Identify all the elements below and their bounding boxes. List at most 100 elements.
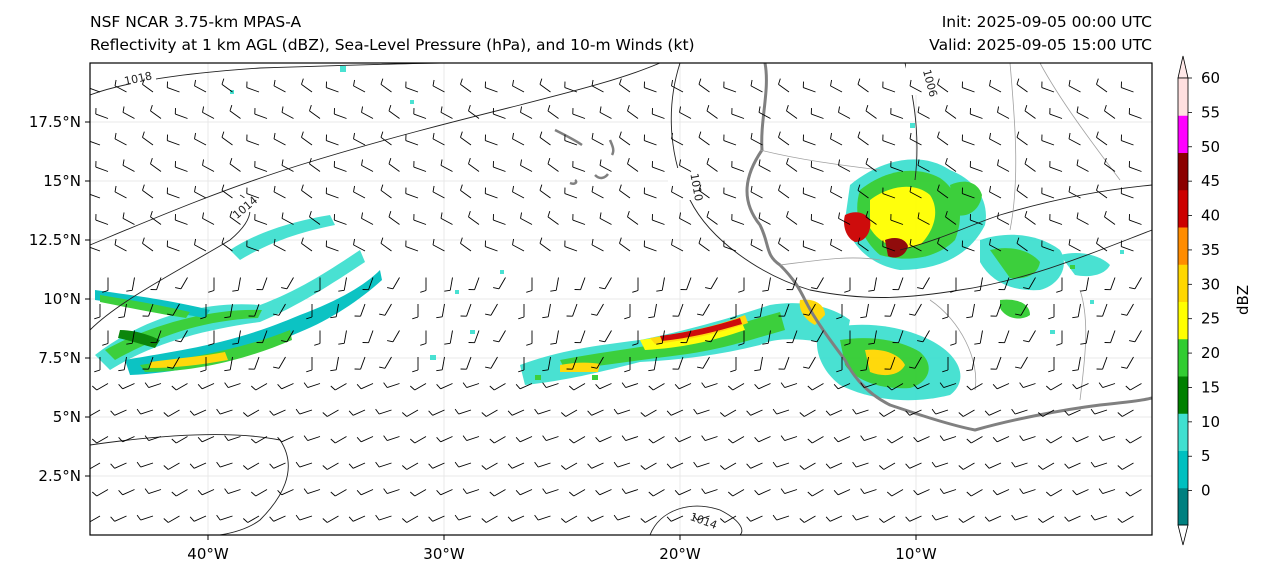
wind-barb <box>269 462 286 469</box>
wind-barb <box>380 237 392 252</box>
wind-barb <box>917 277 930 290</box>
wind-barb <box>992 383 1010 390</box>
wind-barb <box>671 132 684 146</box>
wind-barb <box>1090 408 1108 415</box>
wind-barb <box>1072 303 1081 319</box>
wind-barb <box>810 108 824 119</box>
wind-barb <box>679 159 692 172</box>
wind-barb <box>224 303 233 319</box>
wind-barb <box>142 303 154 317</box>
wind-barb <box>1068 238 1081 252</box>
wind-barb <box>166 240 180 252</box>
wind-barb <box>890 108 904 119</box>
colorbar-tick-label: 10 <box>1201 413 1220 431</box>
wind-barb <box>905 462 922 469</box>
wind-barb <box>175 330 188 343</box>
wind-barb <box>1080 277 1089 292</box>
wind-barb <box>931 461 949 468</box>
wind-barb <box>705 330 718 343</box>
colorbar-over-extension <box>1177 55 1189 79</box>
wind-barb <box>643 81 657 93</box>
wind-barb <box>1064 409 1081 416</box>
wind-barb <box>890 214 904 225</box>
wind-barb <box>144 488 162 494</box>
wind-barb <box>786 105 798 119</box>
wind-barb <box>221 237 233 252</box>
wind-barb <box>518 357 525 373</box>
wind-barb <box>1016 237 1028 252</box>
wind-barb <box>1037 409 1055 417</box>
wind-barb <box>114 79 127 93</box>
wind-barb <box>1120 240 1134 252</box>
wind-barb <box>772 514 790 521</box>
wind-barb <box>778 356 790 370</box>
wind-barb <box>992 436 1010 443</box>
wind-barb <box>984 462 1002 469</box>
wind-barb <box>833 383 851 390</box>
wind-barb <box>587 462 604 469</box>
wind-barb <box>163 515 180 523</box>
wind-barb <box>208 330 215 346</box>
wind-barb <box>122 106 135 119</box>
wind-barb <box>90 140 101 146</box>
wind-barb <box>974 277 983 292</box>
wind-barb <box>512 185 525 199</box>
wind-barb <box>150 158 162 172</box>
wind-barb <box>838 106 851 119</box>
wind-barb <box>542 488 559 494</box>
wind-barb <box>830 185 843 199</box>
wind-barb <box>730 357 737 373</box>
wind-barb <box>913 436 930 443</box>
wind-barb <box>937 237 949 252</box>
wind-barb <box>674 436 692 443</box>
wind-barb <box>754 356 763 372</box>
wind-barb <box>301 237 313 252</box>
wind-barb <box>762 277 771 292</box>
wind-barb <box>95 161 109 172</box>
wind-barb <box>333 161 347 172</box>
wind-barb <box>166 134 180 146</box>
wind-barb <box>750 238 763 252</box>
wind-barb <box>750 185 763 199</box>
wind-barb <box>648 303 657 319</box>
wind-barb <box>550 330 559 345</box>
wind-barb <box>998 277 1010 291</box>
wind-barb <box>1117 515 1134 523</box>
colorbar-tick-label: 55 <box>1201 103 1220 121</box>
wind-barb <box>1104 277 1116 291</box>
wind-barb <box>413 214 427 225</box>
wind-barb <box>493 277 506 290</box>
wind-barb <box>939 435 957 441</box>
wind-barb <box>643 240 657 252</box>
wind-barb <box>460 237 472 252</box>
wind-barb <box>1096 184 1108 199</box>
colorbar-tick-label: 5 <box>1201 447 1211 465</box>
wind-barb <box>830 132 843 146</box>
wind-barb <box>163 462 180 470</box>
wind-barb <box>595 489 612 496</box>
wind-barb <box>852 514 869 521</box>
wind-barb <box>90 462 101 470</box>
wind-barb <box>746 462 763 469</box>
wind-barb <box>1104 105 1116 119</box>
wind-barb <box>762 330 771 345</box>
wind-barb <box>405 187 419 199</box>
wind-barb <box>353 238 366 252</box>
wind-barb <box>852 408 869 415</box>
wind-barb <box>361 159 374 172</box>
wind-barb <box>520 212 533 225</box>
wind-barb <box>387 330 400 343</box>
reflectivity-field <box>95 66 1124 401</box>
wind-barb <box>325 134 339 146</box>
wind-barb <box>338 277 347 292</box>
wind-barb <box>701 382 718 388</box>
wind-barb <box>539 131 551 146</box>
wind-barb <box>619 237 631 252</box>
wind-barb <box>857 237 869 252</box>
wind-barb <box>95 108 109 119</box>
wind-barb <box>1019 435 1036 441</box>
wind-barb <box>150 211 162 225</box>
wind-barb <box>1019 382 1036 388</box>
wind-barb <box>865 158 877 172</box>
wind-barb <box>917 106 930 119</box>
